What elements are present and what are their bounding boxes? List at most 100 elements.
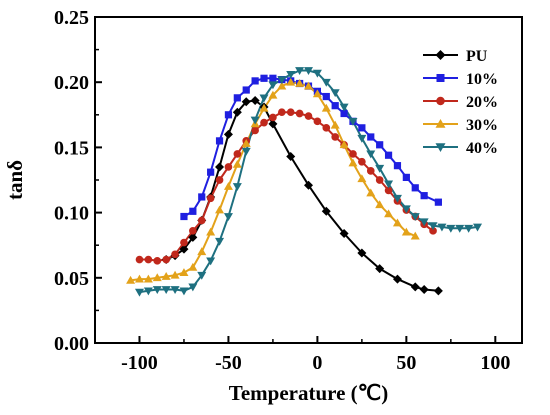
data-point (197, 216, 206, 225)
data-point (375, 264, 385, 274)
y-tick-label: 0.00 (54, 333, 89, 355)
data-point (232, 183, 242, 192)
data-point (206, 194, 215, 203)
data-point (357, 134, 367, 143)
data-point (384, 209, 394, 218)
data-point (410, 213, 420, 222)
data-point (348, 117, 358, 126)
data-point (357, 248, 367, 258)
data-point (207, 168, 215, 176)
y-tick-label: 0.20 (54, 72, 89, 94)
data-point (339, 140, 349, 149)
data-point (401, 205, 411, 214)
data-point (339, 103, 349, 112)
data-point (321, 78, 331, 87)
legend: PU 10% 20% 30% 40% (423, 48, 498, 157)
data-point (435, 50, 446, 60)
data-point (215, 137, 224, 145)
series-markers-group (134, 67, 483, 297)
data-point (392, 218, 402, 227)
data-point (126, 275, 136, 284)
data-point (161, 286, 171, 295)
data-point (188, 232, 198, 242)
data-point (286, 152, 296, 162)
data-point (144, 255, 153, 264)
data-point (357, 174, 367, 183)
data-point (295, 79, 305, 87)
data-point (268, 81, 278, 90)
data-point (366, 150, 376, 159)
data-point (410, 282, 420, 292)
y-tick-label: 0.15 (54, 137, 89, 159)
data-point (189, 227, 197, 235)
data-point (331, 133, 340, 141)
data-point (446, 224, 456, 233)
data-point (384, 186, 393, 195)
data-point (215, 205, 225, 214)
data-point (143, 274, 153, 283)
data-point (304, 67, 313, 75)
data-point (241, 147, 251, 156)
data-point (161, 271, 171, 280)
data-point (321, 206, 331, 216)
data-point (434, 198, 442, 206)
data-point (340, 109, 348, 118)
data-point (312, 69, 322, 78)
data-point (232, 159, 242, 168)
data-point (277, 76, 287, 85)
legend-label: 10% (466, 71, 498, 88)
y-tick-label: 0.25 (54, 7, 89, 29)
data-point (268, 90, 278, 99)
data-point (428, 222, 438, 231)
data-point (179, 268, 189, 276)
data-point (206, 227, 216, 236)
legend-label: 30% (466, 117, 498, 134)
legend-label: PU (466, 48, 488, 65)
data-point (241, 97, 251, 107)
x-tick-label: 100 (480, 352, 510, 374)
data-point (331, 102, 339, 110)
data-point (232, 107, 242, 117)
data-point (134, 274, 144, 283)
series-line (139, 111, 434, 262)
data-point (402, 173, 410, 181)
y-axis-title: tanδ (3, 160, 27, 200)
plot-frame (94, 16, 523, 344)
data-point (135, 255, 144, 264)
data-point (358, 157, 366, 166)
data-point (259, 94, 269, 103)
data-point (376, 141, 384, 149)
data-point (286, 77, 296, 86)
data-point (419, 285, 429, 295)
data-point (188, 262, 198, 271)
legend-label: 40% (466, 140, 498, 157)
data-point (179, 287, 189, 296)
data-point (215, 176, 224, 184)
data-point (224, 163, 233, 171)
data-point (171, 250, 179, 259)
data-point (435, 119, 446, 128)
data-point (349, 150, 357, 158)
data-point (304, 112, 313, 120)
data-point (269, 74, 277, 82)
data-point (375, 164, 385, 173)
data-point (223, 182, 233, 190)
data-point (464, 224, 474, 233)
data-point (189, 207, 197, 215)
data-point (401, 227, 411, 236)
data-point (162, 255, 170, 264)
data-point (170, 270, 180, 279)
data-point (233, 94, 241, 102)
data-point (223, 213, 233, 222)
data-point (197, 271, 207, 280)
data-point (366, 167, 375, 175)
data-point (180, 238, 188, 247)
data-point (251, 126, 259, 135)
data-point (286, 108, 295, 117)
data-point (348, 158, 358, 167)
data-point (170, 286, 180, 295)
data-point (286, 71, 296, 79)
series-line (130, 81, 416, 282)
data-point (223, 129, 233, 139)
data-point (419, 218, 429, 227)
